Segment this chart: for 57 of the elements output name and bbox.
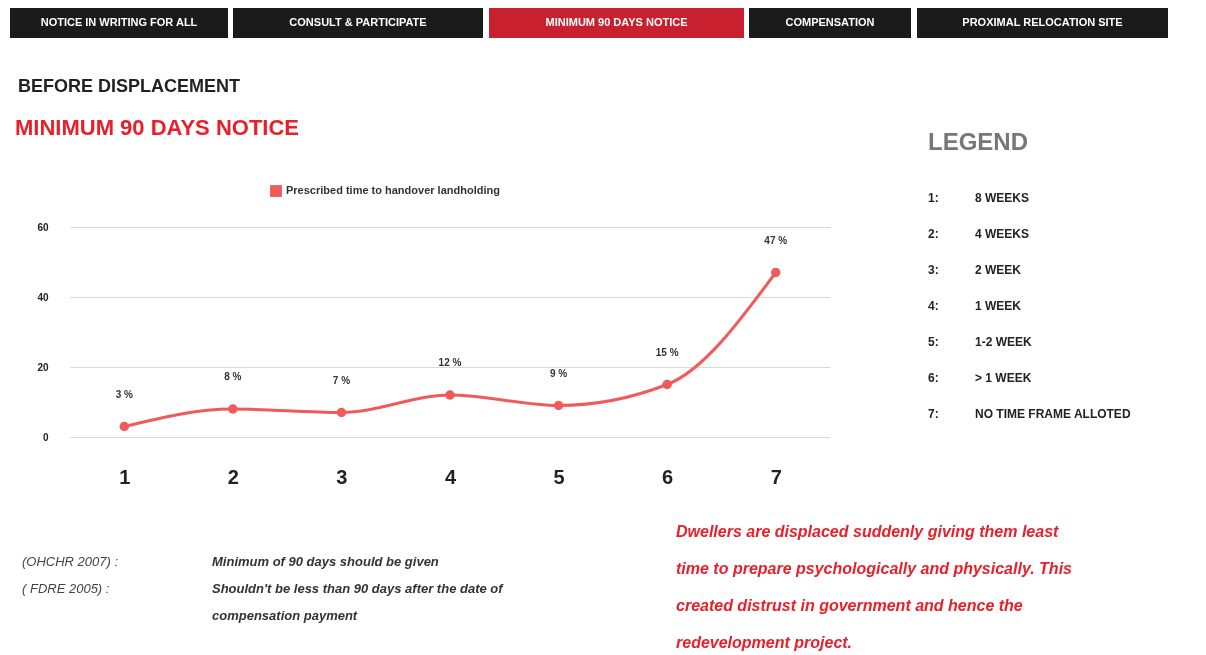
x-tick-label: 2: [227, 465, 239, 488]
data-label: 9 %: [549, 367, 568, 379]
x-tick-label: 3: [336, 465, 348, 488]
text: (OHCHR 2007) :: [22, 554, 119, 569]
point: [553, 400, 564, 411]
data-label: 12 %: [438, 357, 462, 368]
text: redevelopment project.: [676, 634, 853, 651]
text: created distrust in government and hence the: [676, 597, 1023, 614]
point: [770, 267, 781, 278]
text: 5:: [928, 335, 939, 349]
text: Minimum of 90 days should be given: [212, 554, 439, 569]
data-label: 7 %: [332, 374, 351, 386]
legend-label: Prescribed time to handover landholding: [286, 184, 500, 196]
y-tick-label: 40: [37, 291, 49, 303]
point: [228, 404, 238, 414]
text: Dwellers are displaced suddenly giving them least: [676, 523, 1060, 540]
text: NO TIME FRAME ALLOTED: [975, 407, 1131, 421]
text: 6:: [928, 371, 939, 385]
text: NOTICE IN WRITING FOR ALL: [40, 16, 198, 28]
chart-title: MINIMUM 90 DAYS NOTICE: [15, 115, 300, 140]
data-label: 15 %: [655, 346, 679, 358]
text: 3:: [928, 263, 939, 277]
data-label: 3 %: [115, 388, 134, 400]
x-tick-label: 4: [444, 465, 457, 488]
text: 1:: [928, 191, 939, 205]
data-label: 47 %: [764, 234, 788, 246]
text: Shouldn't be less than 90 days after the date of: [212, 581, 505, 596]
text: PROXIMAL RELOCATION SITE: [962, 16, 1123, 28]
x-tick-label: 6: [662, 465, 674, 488]
text: COMPENSATION: [785, 16, 875, 28]
text: 2:: [928, 227, 939, 241]
text: 1-2 WEEK: [975, 335, 1033, 349]
x-tick-label: 7: [770, 465, 782, 488]
text: 4:: [928, 299, 939, 313]
y-tick-label: 0: [42, 431, 49, 443]
y-tick-label: 20: [37, 361, 49, 373]
data-label: 8 %: [224, 371, 242, 382]
chart-subtitle: BEFORE DISPLACEMENT: [18, 76, 241, 96]
y-tick-label: 60: [37, 221, 49, 233]
point: [336, 407, 347, 418]
x-tick-label: 1: [119, 465, 131, 488]
text: 2 WEEK: [975, 263, 1022, 277]
point: [445, 390, 455, 400]
text: compensation payment: [212, 608, 358, 623]
point: [119, 421, 130, 432]
text: 7:: [928, 407, 939, 421]
text: 8 WEEKS: [975, 191, 1030, 205]
text: CONSULT & PARTICIPATE: [289, 16, 427, 28]
text: ( FDRE 2005) :: [22, 581, 110, 596]
text: > 1 WEEK: [975, 371, 1032, 385]
x-tick-label: 5: [553, 465, 565, 488]
text: MINIMUM 90 DAYS NOTICE: [545, 16, 688, 28]
text: LEGEND: [928, 128, 1029, 155]
point: [662, 379, 672, 390]
text: 4 WEEKS: [975, 227, 1030, 241]
text: 1 WEEK: [975, 299, 1022, 313]
text: time to prepare psychologically and physically. This: [676, 560, 1073, 577]
